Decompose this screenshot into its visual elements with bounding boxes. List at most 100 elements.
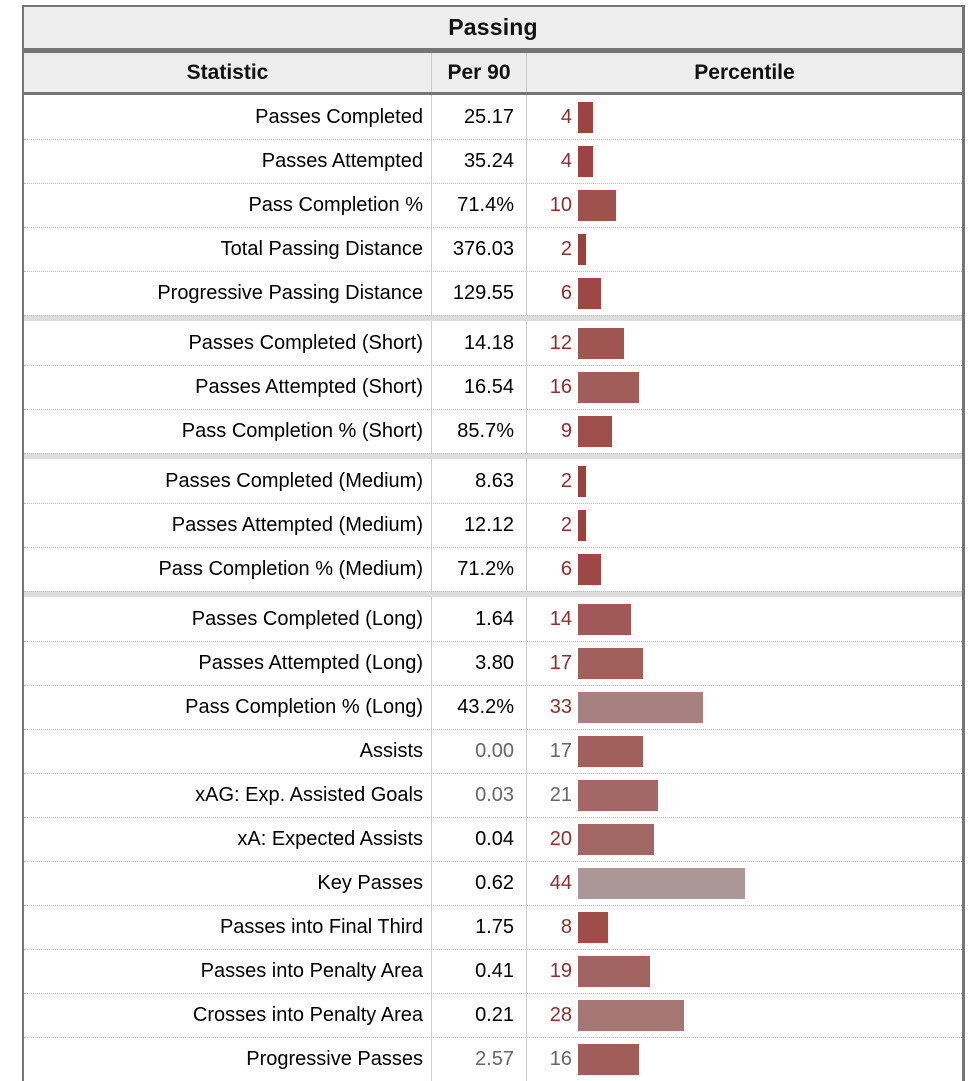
percentile-value: 16 xyxy=(549,376,572,398)
percentile-value: 9 xyxy=(560,420,572,442)
percentile-value: 21 xyxy=(549,784,572,806)
statistic-label: Passes Attempted (Short) xyxy=(24,366,432,409)
percentile-cell: 9 xyxy=(527,410,962,453)
percentile-value: 16 xyxy=(549,1048,572,1070)
statistic-label: Passes Completed xyxy=(24,95,432,139)
per90-value: 2.57 xyxy=(432,1038,527,1081)
table-row: Pass Completion % (Long) 43.2% 33 xyxy=(24,685,962,729)
group-separator xyxy=(24,591,962,597)
table-header: Statistic Per 90 Percentile xyxy=(24,53,962,95)
per90-value: 85.7% xyxy=(432,410,527,453)
table-row: Crosses into Penalty Area 0.21 28 xyxy=(24,993,962,1037)
table-row: Assists 0.00 17 xyxy=(24,729,962,773)
percentile-bar xyxy=(578,146,594,177)
statistic-label: Progressive Passes xyxy=(24,1038,432,1081)
table-row: Passes Completed (Short) 14.18 12 xyxy=(24,321,962,365)
table-title: Passing xyxy=(24,7,962,53)
percentile-bar xyxy=(578,327,624,359)
percentile-cell: 6 xyxy=(527,272,962,315)
percentile-value: 14 xyxy=(549,607,572,630)
percentile-bar xyxy=(578,692,704,723)
percentile-cell: 4 xyxy=(527,95,962,139)
per90-value: 0.03 xyxy=(432,774,527,817)
percentile-value: 6 xyxy=(560,282,572,304)
percentile-cell: 6 xyxy=(527,548,962,591)
table-row: Key Passes 0.62 44 xyxy=(24,861,962,905)
percentile-bar xyxy=(578,416,613,447)
percentile-cell: 14 xyxy=(527,597,962,641)
per90-value: 71.4% xyxy=(432,184,527,227)
statistic-label: Pass Completion % (Long) xyxy=(24,686,432,729)
table-row: xA: Expected Assists 0.04 20 xyxy=(24,817,962,861)
statistic-label: Progressive Passing Distance xyxy=(24,272,432,315)
per90-value: 8.63 xyxy=(432,459,527,503)
per90-value: 0.62 xyxy=(432,862,527,905)
percentile-value: 20 xyxy=(549,828,572,850)
percentile-bar xyxy=(578,780,658,811)
per90-value: 376.03 xyxy=(432,228,527,271)
statistic-label: Key Passes xyxy=(24,862,432,905)
table-row: Passes Attempted 35.24 4 xyxy=(24,139,962,183)
percentile-value: 17 xyxy=(549,740,572,762)
percentile-bar xyxy=(578,465,586,497)
statistic-label: Passes Attempted (Medium) xyxy=(24,504,432,547)
per90-value: 71.2% xyxy=(432,548,527,591)
table-body: Passes Completed 25.17 4 Passes Attempte… xyxy=(24,95,962,1081)
stat-group: Passes Completed (Short) 14.18 12 Passes… xyxy=(24,321,962,453)
percentile-cell: 8 xyxy=(527,906,962,949)
percentile-bar xyxy=(578,956,651,987)
percentile-bar xyxy=(578,1044,639,1075)
per90-value: 25.17 xyxy=(432,95,527,139)
column-header-percentile: Percentile xyxy=(694,60,795,84)
column-header-per90: Per 90 xyxy=(432,53,527,92)
statistic-label: Passes into Penalty Area xyxy=(24,950,432,993)
statistic-label: Passes Completed (Medium) xyxy=(24,459,432,503)
statistic-label: Passes into Final Third xyxy=(24,906,432,949)
percentile-bar xyxy=(578,824,654,855)
statistic-label: Pass Completion % (Short) xyxy=(24,410,432,453)
percentile-bar xyxy=(578,736,643,767)
per90-value: 35.24 xyxy=(432,140,527,183)
percentile-value: 10 xyxy=(549,194,572,216)
percentile-cell: 16 xyxy=(527,366,962,409)
table-row: Passes Completed (Medium) 8.63 2 xyxy=(24,459,962,503)
percentile-bar xyxy=(578,234,586,265)
percentile-bar xyxy=(578,868,746,899)
table-row: Pass Completion % 71.4% 10 xyxy=(24,183,962,227)
per90-value: 14.18 xyxy=(432,321,527,365)
table-row: Passes Completed (Long) 1.64 14 xyxy=(24,597,962,641)
table-row: Passes into Final Third 1.75 8 xyxy=(24,905,962,949)
statistic-label: Passes Attempted xyxy=(24,140,432,183)
group-separator xyxy=(24,453,962,459)
per90-value: 0.41 xyxy=(432,950,527,993)
percentile-cell: 2 xyxy=(527,228,962,271)
statistic-label: Total Passing Distance xyxy=(24,228,432,271)
passing-stats-table: Passing Statistic Per 90 Percentile Pass… xyxy=(22,5,965,1081)
per90-value: 12.12 xyxy=(432,504,527,547)
percentile-bar xyxy=(578,1000,685,1031)
table-row: Passes Attempted (Short) 16.54 16 xyxy=(24,365,962,409)
table-row: Pass Completion % (Medium) 71.2% 6 xyxy=(24,547,962,591)
percentile-cell: 2 xyxy=(527,459,962,503)
stat-group: Passes Completed 25.17 4 Passes Attempte… xyxy=(24,95,962,315)
percentile-bar xyxy=(578,278,601,309)
statistic-label: Passes Attempted (Long) xyxy=(24,642,432,685)
per90-value: 0.21 xyxy=(432,994,527,1037)
percentile-value: 28 xyxy=(549,1004,572,1026)
percentile-value: 4 xyxy=(560,150,572,172)
statistic-label: Assists xyxy=(24,730,432,773)
percentile-value: 33 xyxy=(549,696,572,718)
percentile-value: 2 xyxy=(560,238,572,260)
statistic-label: Passes Completed (Long) xyxy=(24,597,432,641)
percentile-bar xyxy=(578,510,586,541)
per90-value: 129.55 xyxy=(432,272,527,315)
percentile-bar xyxy=(578,554,601,585)
percentile-cell: 20 xyxy=(527,818,962,861)
percentile-cell: 44 xyxy=(527,862,962,905)
percentile-cell: 2 xyxy=(527,504,962,547)
percentile-value: 2 xyxy=(560,469,572,492)
table-row: xAG: Exp. Assisted Goals 0.03 21 xyxy=(24,773,962,817)
percentile-cell: 19 xyxy=(527,950,962,993)
percentile-bar xyxy=(578,101,594,133)
percentile-bar xyxy=(578,912,609,943)
